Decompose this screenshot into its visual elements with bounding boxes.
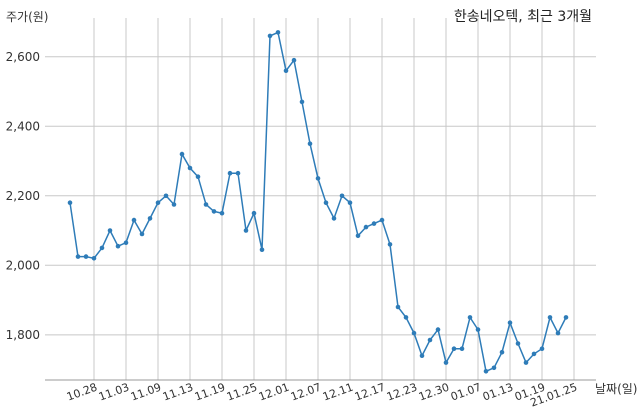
data-point [379, 217, 385, 223]
x-tick-label: 11.19 [193, 381, 227, 404]
data-point [427, 337, 433, 343]
data-point [147, 216, 153, 221]
x-tick-label: 12.30 [417, 381, 451, 404]
data-point [203, 202, 209, 207]
data-point [395, 304, 401, 310]
data-point [499, 349, 505, 355]
data-point [403, 315, 409, 320]
data-point [467, 315, 473, 320]
data-point [123, 240, 129, 245]
data-point [531, 351, 537, 357]
data-point [235, 170, 241, 176]
data-point [179, 151, 185, 157]
data-point [275, 30, 281, 35]
x-tick-label: 12.17 [353, 381, 387, 404]
data-point [339, 193, 345, 199]
chart-title: 한송네오텍, 최근 3개월 [453, 9, 592, 25]
x-tick-label: 12.01 [257, 381, 291, 404]
data-point [219, 210, 225, 216]
data-point [363, 224, 369, 230]
data-point [259, 247, 265, 252]
y-axis-label: 주가(원) [6, 10, 49, 24]
y-tick-label: 2,400 [6, 119, 40, 133]
data-point [251, 210, 257, 216]
data-point [227, 170, 233, 176]
x-tick-label: 10.28 [65, 381, 99, 404]
data-point [139, 231, 145, 237]
x-axis-label: 날짜(일) [595, 382, 638, 396]
x-tick-label: 11.03 [97, 381, 131, 404]
data-point [547, 315, 553, 320]
data-point [539, 346, 545, 352]
data-point [331, 216, 337, 221]
data-point [347, 200, 353, 205]
data-point [195, 174, 201, 179]
data-point [155, 200, 161, 205]
x-tick-label: 11.25 [225, 381, 259, 404]
x-tick-label: 11.13 [161, 381, 195, 404]
y-tick-label: 2,000 [6, 258, 40, 272]
data-point [315, 176, 321, 181]
data-point [163, 193, 169, 199]
data-point [267, 33, 273, 39]
data-point [171, 202, 177, 207]
x-tick-label: 12.11 [321, 381, 355, 404]
x-tick-label: 11.09 [129, 381, 163, 404]
data-point [459, 346, 465, 352]
data-point [307, 141, 313, 146]
y-tick-label: 2,600 [6, 50, 40, 64]
data-point [67, 200, 73, 205]
y-tick-label: 1,800 [6, 328, 40, 342]
data-point [555, 330, 561, 336]
data-point [83, 254, 89, 259]
data-point [291, 57, 297, 63]
data-point [475, 327, 481, 332]
data-point [323, 200, 329, 205]
data-point [107, 228, 113, 233]
x-tick-label: 01.07 [449, 381, 483, 404]
x-tick-label: 12.07 [289, 381, 323, 404]
data-point [443, 360, 449, 365]
data-point [515, 341, 521, 346]
data-point [75, 254, 81, 259]
data-point [355, 233, 361, 239]
data-point [91, 255, 97, 261]
data-point [563, 315, 569, 320]
data-point [211, 209, 217, 214]
data-point [283, 68, 289, 73]
data-point [115, 243, 121, 249]
data-point [419, 353, 425, 359]
y-tick-label: 2,200 [6, 189, 40, 203]
data-point [451, 346, 457, 352]
data-point [483, 369, 489, 374]
x-tick-label: 01.13 [481, 381, 515, 404]
data-point [299, 99, 305, 105]
data-point [99, 245, 105, 251]
data-point [387, 242, 393, 247]
data-point [371, 221, 377, 226]
data-point [523, 360, 529, 365]
data-point [435, 327, 441, 332]
x-tick-label: 12.23 [385, 381, 419, 404]
data-point [411, 330, 417, 336]
data-point [507, 320, 513, 326]
data-point [491, 365, 497, 371]
data-point [187, 165, 193, 171]
data-point [131, 217, 137, 223]
data-point [243, 228, 249, 233]
